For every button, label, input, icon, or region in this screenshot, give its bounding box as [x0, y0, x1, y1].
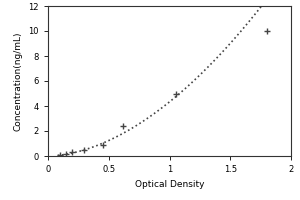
X-axis label: Optical Density: Optical Density [135, 180, 204, 189]
Y-axis label: Concentration(ng/mL): Concentration(ng/mL) [14, 31, 23, 131]
